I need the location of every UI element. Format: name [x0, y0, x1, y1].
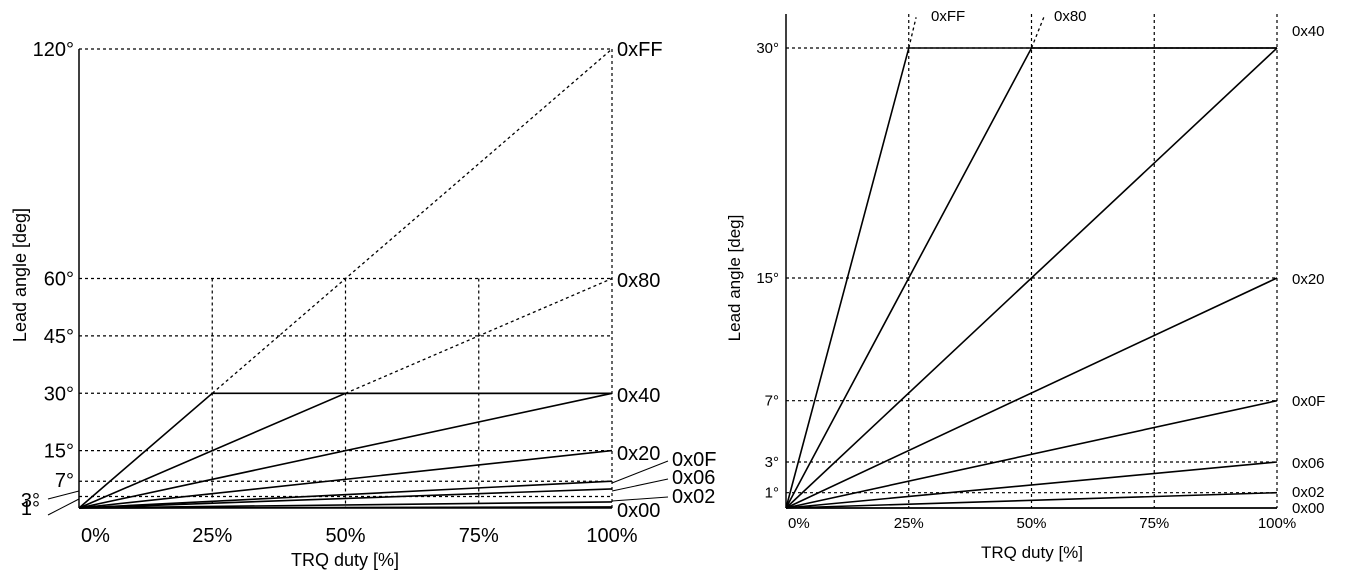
panel1-y-tick-label: 45°	[44, 326, 74, 348]
panel2-x-axis-title: TRQ duty [%]	[981, 543, 1083, 562]
panel1-series-line-0x06	[78, 488, 613, 509]
panel1-y-tick-label: 1°	[21, 498, 40, 520]
panel2-x-tick-label: 75%	[1139, 515, 1169, 532]
panel1-series-label-0xff: 0xFF	[617, 39, 663, 61]
panel2-y-axis-title: Lead angle [deg]	[725, 215, 744, 342]
panel1-y-tick-label: 7°	[55, 470, 74, 492]
panel1-x-tick-label: 25%	[192, 525, 232, 547]
panel1-series-label-0x0f: 0x0F	[672, 449, 716, 471]
panel1-y-tick-label: 30°	[44, 383, 74, 405]
panel1-leader-line	[611, 496, 669, 502]
panel1-x-tick-label: 100%	[586, 525, 637, 547]
panel1-series-line-0x0f	[78, 480, 613, 509]
panel2-series-line-0x40	[785, 47, 1278, 509]
panel2-y-tick-label: 15°	[756, 270, 779, 287]
panel1-y-axis-title: Lead angle [deg]	[10, 208, 30, 342]
panel1-series-line-0x20	[78, 449, 613, 509]
panel1-leader-line	[47, 498, 80, 516]
panel1-y-tick-label: 120°	[33, 39, 74, 61]
panel1-leader-line	[611, 460, 669, 484]
panel2-series-label-0x20: 0x20	[1292, 271, 1325, 288]
panel1-x-tick-label: 50%	[325, 525, 365, 547]
panel1-x-axis-title: TRQ duty [%]	[291, 550, 399, 570]
panel2-series-extension-0x80	[1030, 17, 1045, 49]
panel1-series-label-0x80: 0x80	[617, 270, 660, 292]
panel2-series-line-0x20	[785, 277, 1278, 509]
panel2-series-label-0x02: 0x02	[1292, 484, 1325, 501]
panel2-x-tick-label: 25%	[894, 515, 924, 532]
panel2-series-line-0x0f	[785, 399, 1278, 509]
panel1-series-extension-0x80	[345, 277, 613, 394]
panel1-series-label-0x00: 0x00	[617, 500, 660, 522]
panel2-series-label-0x00: 0x00	[1292, 500, 1325, 517]
panel2-series-label-0x06: 0x06	[1292, 455, 1325, 472]
panel1-x-tick-label: 75%	[459, 525, 499, 547]
panel2-series-label-0x80: 0x80	[1054, 8, 1087, 25]
panel1-y-tick-label: 15°	[44, 441, 74, 463]
panel1-y-tick-label: 3°	[21, 490, 40, 512]
panel2-x-tick-label: 100%	[1258, 515, 1296, 532]
panel2-y-tick-label: 3°	[765, 454, 779, 471]
panel1-leader-line	[611, 478, 669, 492]
panel1-x-tick-label: 0%	[81, 525, 110, 547]
panel2-series-extension-0xff	[908, 17, 917, 49]
panel2-y-tick-label: 7°	[765, 393, 779, 410]
panel2-y-tick-label: 1°	[765, 485, 779, 502]
panel2-series-label-0x40: 0x40	[1292, 23, 1325, 40]
panel1-y-tick-label: 60°	[44, 269, 74, 291]
panel2-series-label-0xff: 0xFF	[931, 8, 965, 25]
panel2-series-line-0x02	[785, 491, 1278, 509]
panel1-series-line-0x02	[78, 501, 613, 509]
panel1-leader-line	[47, 490, 80, 500]
panel2-series-line-0x06	[785, 461, 1278, 509]
panel2-series-label-0x0f: 0x0F	[1292, 393, 1325, 410]
panel2-y-tick-label: 30°	[756, 40, 779, 57]
panel2-x-tick-label: 0%	[788, 515, 810, 532]
panel1-series-line-0x00	[78, 506, 613, 509]
panel1-series-label-0x06: 0x06	[672, 467, 715, 489]
panel1-series-label-0x40: 0x40	[617, 385, 660, 407]
panel1-series-line-0x40	[78, 392, 613, 509]
panel1-series-label-0x20: 0x20	[617, 443, 660, 465]
panel2-x-tick-label: 50%	[1016, 515, 1046, 532]
panel1-series-label-0x02: 0x02	[672, 486, 715, 508]
panel1-series-extension-0xff	[211, 48, 613, 394]
